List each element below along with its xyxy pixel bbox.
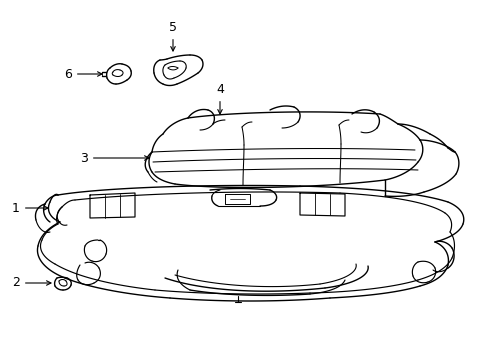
Text: 1: 1: [12, 202, 48, 215]
Text: 2: 2: [12, 276, 51, 289]
Text: 4: 4: [216, 83, 224, 114]
Text: 3: 3: [80, 152, 149, 165]
Text: 5: 5: [169, 21, 177, 51]
Text: 6: 6: [64, 68, 102, 81]
